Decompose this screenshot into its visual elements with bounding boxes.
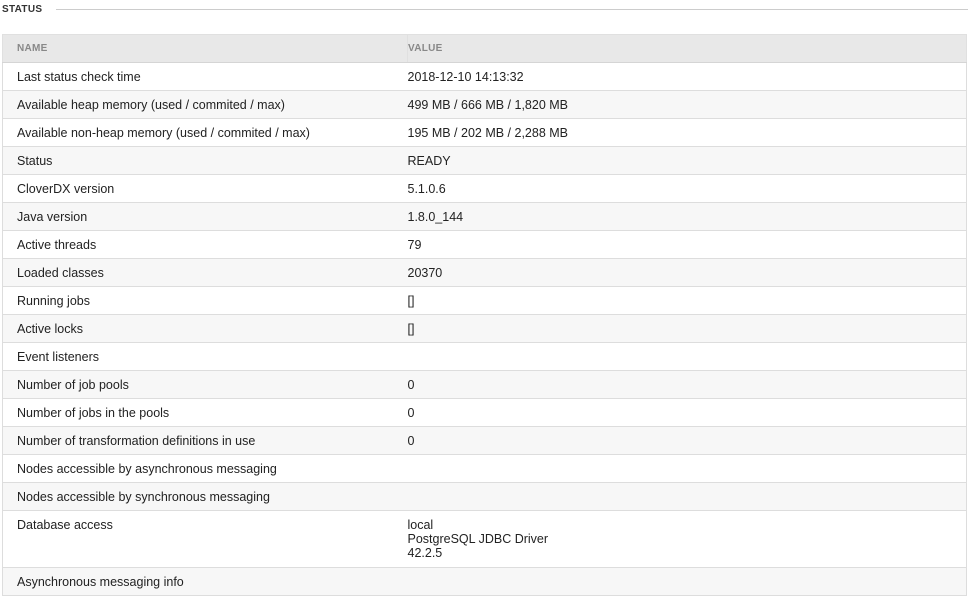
row-name: Event listeners [2,342,408,371]
row-name: Asynchronous messaging info [2,567,408,596]
row-value-line: READY [407,153,451,168]
column-header-name: NAME [2,34,408,63]
row-value: 5.1.0.6 [407,174,967,203]
section-title: STATUS [2,3,43,15]
row-name: Last status check time [2,62,408,91]
row-value [407,454,967,483]
row-value-line: 42.2.5 [407,546,443,560]
row-value: 1.8.0_144 [407,202,967,231]
row-name: Java version [2,202,408,231]
table-header-row: NAME VALUE [2,34,967,63]
table-row: Available heap memory (used / commited /… [2,90,967,119]
row-value [407,342,967,371]
table-row: CloverDX version 5.1.0.6 [2,174,967,203]
row-value [407,482,967,511]
row-value-line: 0 [407,433,415,448]
table-row: Last status check time 2018-12-10 14:13:3… [2,62,967,91]
row-name: Nodes accessible by asynchronous messagi… [2,454,408,483]
row-value-line: 79 [407,237,422,252]
table-row: Active locks[] [2,314,967,343]
row-value: [] [407,314,967,343]
row-value-line: 2018-12-10 14:13:32 [407,69,524,84]
table-row: Loaded classes 20370 [2,258,967,287]
row-value: 0 [407,370,967,399]
table-row: Status READY [2,146,967,175]
row-value-line: 5.1.0.6 [407,181,446,196]
row-value: 0 [407,398,967,427]
row-value: 195 MB / 202 MB / 2,288 MB [407,118,967,147]
table-row: Nodes accessible by asynchronous messagi… [2,454,967,483]
row-value-line: [] [407,321,415,336]
row-name: Database access [2,510,408,568]
row-value [407,567,967,596]
row-name: Available heap memory (used / commited /… [2,90,408,119]
row-value-line: 1.8.0_144 [407,209,464,224]
row-name: Active threads [2,230,408,259]
table-row: Number of transformation definitions in … [2,426,967,455]
row-name: Running jobs [2,286,408,315]
row-value-line: PostgreSQL JDBC Driver [407,532,549,546]
row-value-line: local [407,518,434,532]
row-value-line: 0 [407,377,415,392]
row-value: 2018-12-10 14:13:32 [407,62,967,91]
row-value: 499 MB / 666 MB / 1,820 MB [407,90,967,119]
row-name: Status [2,146,408,175]
row-name: Loaded classes [2,258,408,287]
table-row: Nodes accessible by synchronous messagin… [2,482,967,511]
row-value-line: 195 MB / 202 MB / 2,288 MB [407,125,569,140]
row-name: Nodes accessible by synchronous messagin… [2,482,408,511]
row-value: 0 [407,426,967,455]
row-value: 79 [407,230,967,259]
row-value-line: 20370 [407,265,443,280]
row-name: Active locks [2,314,408,343]
row-value-line: 499 MB / 666 MB / 1,820 MB [407,97,569,112]
table-body: Last status check time 2018-12-10 14:13:3… [2,62,967,596]
row-value: READY [407,146,967,175]
table-row: Active threads 79 [2,230,967,259]
table-row: Database access local PostgreSQL JDBC Driv… [2,510,967,568]
column-header-value: VALUE [407,34,967,63]
table-row: Asynchronous messaging info [2,567,967,596]
row-value-line: [] [407,293,415,308]
table-row: Running jobs[] [2,286,967,315]
row-name: CloverDX version [2,174,408,203]
table-row: Number of jobs in the pools 0 [2,398,967,427]
row-value: [] [407,286,967,315]
row-name: Available non-heap memory (used / commit… [2,118,408,147]
row-name: Number of transformation definitions in … [2,426,408,455]
row-name: Number of job pools [2,370,408,399]
table-row: Available non-heap memory (used / commit… [2,118,967,147]
section-divider [56,8,968,10]
table-row: Java version 1.8.0_144 [2,202,967,231]
row-name: Number of jobs in the pools [2,398,408,427]
table-row: Number of job pools 0 [2,370,967,399]
row-value: local PostgreSQL JDBC Driver 42.2.5 [407,510,967,568]
status-table: NAME VALUE Last status check time 2018-12… [2,34,967,596]
row-value-line: 0 [407,405,415,420]
table-row: Event listeners [2,342,967,371]
row-value: 20370 [407,258,967,287]
status-section-header: STATUS [2,2,968,16]
